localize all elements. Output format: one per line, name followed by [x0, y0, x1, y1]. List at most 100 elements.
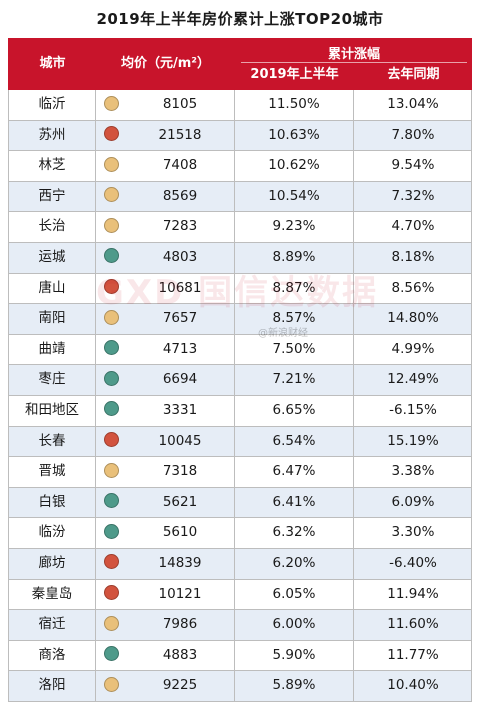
price-tier-dot-icon: [103, 156, 119, 172]
h1-increase-cell: 8.89%: [235, 242, 354, 273]
price-tier-dot-icon: [103, 585, 119, 600]
price-tier-cell: [96, 212, 126, 242]
price-cell: 8105: [126, 90, 235, 120]
price-cell: 8569: [126, 181, 235, 212]
table-row: 长治 7283 9.23% 4.70%: [9, 212, 471, 243]
table-row: 林芝 7408 10.62% 9.54%: [9, 151, 471, 182]
last-year-increase-cell: 12.49%: [387, 371, 439, 388]
last-year-increase-cell: 7.32%: [391, 187, 435, 204]
city-cell: 枣庄: [9, 365, 96, 395]
price-cell: 4883: [126, 640, 235, 671]
last-year-increase-cell: 8.56%: [391, 279, 435, 296]
header-city: 城市: [39, 56, 66, 71]
price-tier-cell: [96, 396, 126, 426]
table-row: 临沂 8105 11.50% 13.04%: [9, 90, 471, 121]
city-cell: 唐山: [9, 273, 96, 304]
h1-increase-cell: 5.89%: [235, 671, 354, 701]
h1-increase-cell: 6.20%: [235, 548, 354, 579]
city-cell: 和田地区: [9, 395, 96, 426]
ranking-table: 城市 均价（元/m²） 累计涨幅 2019年上半年 去年同期 临沂 8105 11.…: [8, 38, 472, 702]
city-cell: 晋城: [9, 457, 96, 487]
last-year-increase-cell: -6.40%: [389, 554, 437, 571]
last-year-increase-cell: 11.60%: [387, 616, 439, 633]
table-row: 商洛 4883 5.90% 11.77%: [9, 640, 471, 672]
last-year-increase-cell: 3.30%: [391, 524, 435, 541]
price-tier-cell: [96, 580, 126, 610]
table-row: 苏州 21518 10.63% 7.80%: [9, 120, 471, 152]
last-year-increase-cell: 14.80%: [387, 310, 439, 327]
price-tier-cell: [96, 488, 126, 518]
last-year-increase-cell: 7.80%: [391, 126, 435, 143]
table-row: 白银 5621 6.41% 6.09%: [9, 487, 471, 519]
price-cell: 5621: [126, 487, 235, 518]
city-cell: 苏州: [9, 120, 96, 151]
h1-increase-cell: 8.87%: [235, 273, 354, 304]
price-cell: 7408: [126, 151, 235, 181]
table-row: 枣庄 6694 7.21% 12.49%: [9, 365, 471, 396]
price-tier-dot-icon: [103, 217, 119, 233]
price-tier-dot-icon: [103, 523, 119, 539]
h1-increase-cell: 6.32%: [235, 518, 354, 548]
city-cell: 林芝: [9, 151, 96, 181]
price-tier-dot-icon: [103, 462, 119, 478]
city-cell: 廊坊: [9, 548, 96, 579]
price-tier-cell: [96, 549, 126, 579]
h1-increase-cell: 5.90%: [235, 640, 354, 671]
price-cell: 10681: [126, 273, 235, 304]
city-cell: 临沂: [9, 90, 96, 120]
last-year-increase-cell: 10.40%: [387, 677, 439, 694]
h1-increase-cell: 6.54%: [235, 426, 354, 457]
price-cell: 21518: [126, 120, 235, 151]
city-cell: 运城: [9, 242, 96, 273]
table-header: 城市 均价（元/m²） 累计涨幅 2019年上半年 去年同期: [8, 38, 472, 90]
city-cell: 宿迁: [9, 610, 96, 640]
price-cell: 10121: [126, 579, 235, 610]
price-tier-cell: [96, 274, 126, 304]
header-h1-2019: 2019年上半年: [250, 67, 339, 82]
price-tier-dot-icon: [103, 493, 119, 509]
price-tier-dot-icon: [103, 646, 119, 662]
price-tier-dot-icon: [103, 187, 119, 203]
price-tier-cell: [96, 365, 126, 395]
price-cell: 5610: [126, 518, 235, 548]
h1-increase-cell: 10.63%: [235, 120, 354, 151]
last-year-increase-cell: 9.54%: [391, 157, 435, 174]
last-year-increase-cell: 6.09%: [391, 493, 435, 510]
city-cell: 商洛: [9, 640, 96, 671]
h1-increase-cell: 6.47%: [235, 457, 354, 487]
price-tier-cell: [96, 304, 126, 334]
last-year-increase-cell: 4.99%: [391, 340, 435, 357]
h1-increase-cell: 8.57%: [235, 304, 354, 334]
table-row: 秦皇岛 10121 6.05% 11.94%: [9, 579, 471, 611]
price-cell: 10045: [126, 426, 235, 457]
last-year-increase-cell: 3.38%: [391, 463, 435, 480]
last-year-increase-cell: 11.94%: [387, 585, 439, 602]
price-tier-cell: [96, 182, 126, 212]
page-title: 2019年上半年房价累计上涨TOP20城市: [96, 10, 384, 28]
price-cell: 7318: [126, 457, 235, 487]
price-tier-dot-icon: [103, 615, 119, 631]
price-cell: 14839: [126, 548, 235, 579]
price-tier-cell: [96, 610, 126, 640]
price-cell: 4713: [126, 334, 235, 365]
table-row: 曲靖 4713 7.50% 4.99%: [9, 334, 471, 366]
price-cell: 7657: [126, 304, 235, 334]
price-tier-cell: [96, 518, 126, 548]
h1-increase-cell: 7.50%: [235, 334, 354, 365]
last-year-increase-cell: 8.18%: [391, 248, 435, 265]
price-tier-dot-icon: [103, 676, 119, 692]
table-row: 廊坊 14839 6.20% -6.40%: [9, 548, 471, 580]
last-year-increase-cell: 13.04%: [387, 96, 439, 112]
h1-increase-cell: 6.05%: [235, 579, 354, 610]
table-row: 南阳 7657 8.57% 14.80%: [9, 304, 471, 335]
price-tier-dot-icon: [103, 401, 119, 417]
city-cell: 南阳: [9, 304, 96, 334]
price-tier-dot-icon: [103, 340, 119, 356]
price-tier-dot-icon: [103, 554, 119, 570]
price-cell: 9225: [126, 671, 235, 701]
last-year-increase-cell: 4.70%: [391, 218, 435, 235]
city-cell: 西宁: [9, 181, 96, 212]
header-price: 均价（元/m²）: [121, 56, 210, 71]
city-cell: 洛阳: [9, 671, 96, 701]
table-row: 和田地区 3331 6.65% -6.15%: [9, 395, 471, 427]
